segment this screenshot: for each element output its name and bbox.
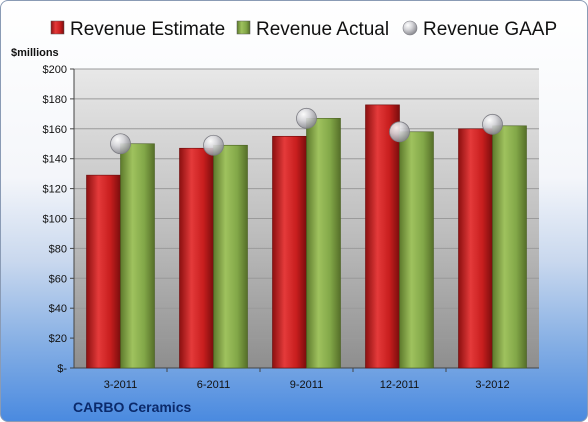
x-category-label: 12-2011	[380, 379, 420, 391]
gaap-points	[110, 107, 503, 156]
point-revenue-gaap	[203, 134, 224, 156]
y-tick-label: $160	[43, 124, 67, 136]
y-tick-label: $60	[49, 273, 67, 285]
legend-label: Revenue Actual	[256, 19, 389, 40]
bar-revenue-estimate	[86, 174, 121, 369]
bars	[86, 104, 527, 369]
bar-revenue-actual	[399, 131, 434, 369]
x-category-label: 3-2012	[475, 379, 509, 391]
y-tick-label: $40	[49, 303, 67, 315]
y-tick-label: $20	[49, 333, 67, 345]
point-revenue-gaap	[110, 133, 131, 155]
y-tick-label: $-	[57, 363, 67, 375]
legend-label: Revenue Estimate	[70, 19, 225, 40]
y-tick-label: $180	[43, 94, 67, 106]
point-revenue-gaap	[296, 107, 317, 129]
bar-revenue-actual	[306, 118, 341, 369]
x-category-label: 6-2011	[197, 379, 230, 391]
y-axis-unit-label: $millions	[11, 47, 59, 59]
legend-swatch	[236, 20, 251, 35]
x-category-label: 3-2011	[104, 379, 137, 391]
y-tick-label: $80	[49, 243, 67, 255]
bar-revenue-estimate	[272, 135, 307, 369]
y-axis-ticks: $- $20 $40 $60 $80 $100 $120 $140 $160 $180 $200	[43, 64, 75, 375]
bar-revenue-estimate	[458, 128, 493, 369]
x-axis-categories: 3-2011 6-2011 9-2011 12-2011 3-2012	[104, 368, 510, 391]
x-category-label: 9-2011	[290, 379, 323, 391]
legend-label: Revenue GAAP	[423, 19, 557, 40]
y-tick-label: $140	[43, 154, 67, 166]
y-tick-label: $100	[43, 214, 67, 226]
y-tick-label: $200	[43, 64, 67, 76]
bar-revenue-actual	[492, 125, 527, 369]
legend-swatch	[50, 20, 65, 35]
company-name: CARBO Ceramics	[73, 399, 192, 415]
bar-revenue-estimate	[179, 147, 214, 369]
legend-swatch	[402, 20, 418, 36]
point-revenue-gaap	[482, 113, 503, 135]
legend: Revenue Estimate Revenue Actual Revenue GA…	[50, 19, 557, 40]
bar-revenue-actual	[213, 144, 248, 369]
y-tick-label: $120	[43, 184, 67, 196]
point-revenue-gaap	[389, 121, 410, 143]
bar-revenue-actual	[120, 143, 155, 369]
bar-revenue-estimate	[365, 104, 400, 369]
